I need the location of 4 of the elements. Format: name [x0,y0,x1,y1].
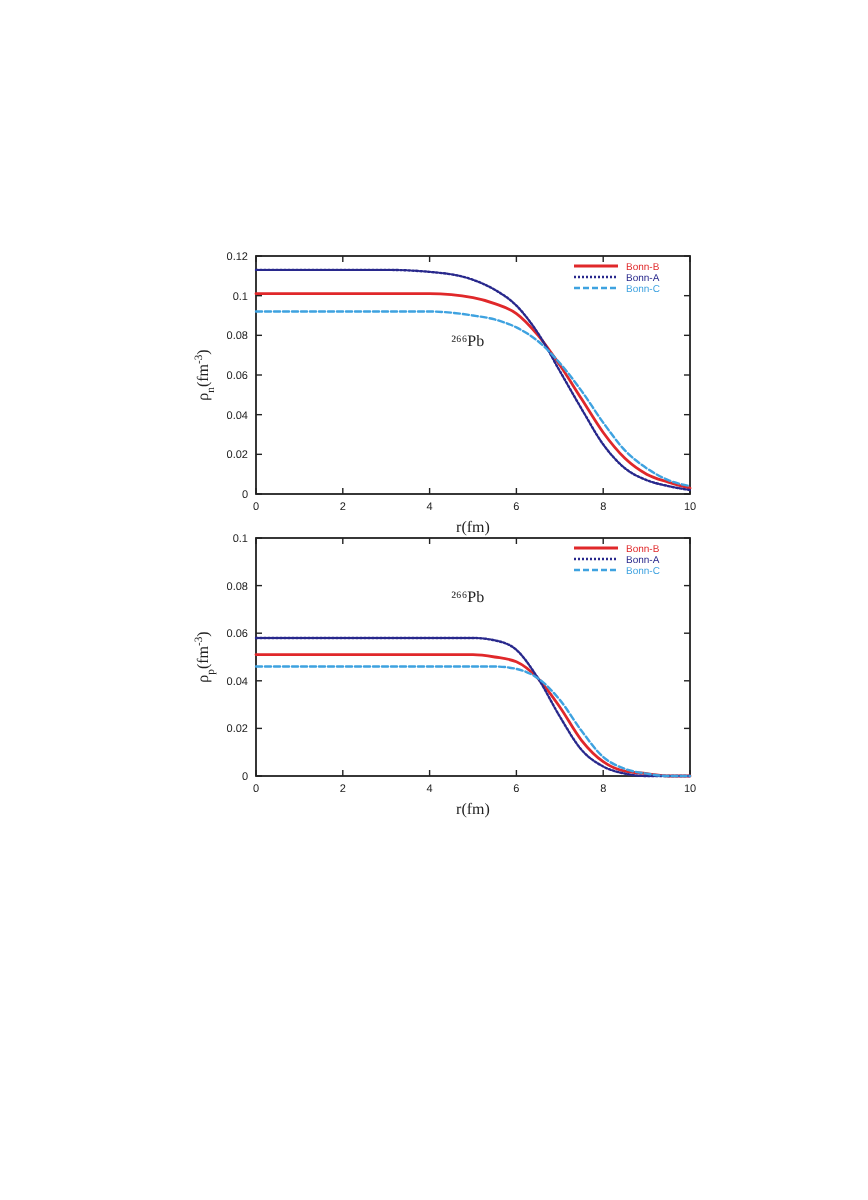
x-axis-title: r(fm) [456,800,491,818]
annotation: ²⁶⁶Pb [451,588,485,607]
x-axis-title: r(fm) [456,518,491,536]
annotation: ²⁶⁶Pb [451,332,485,351]
